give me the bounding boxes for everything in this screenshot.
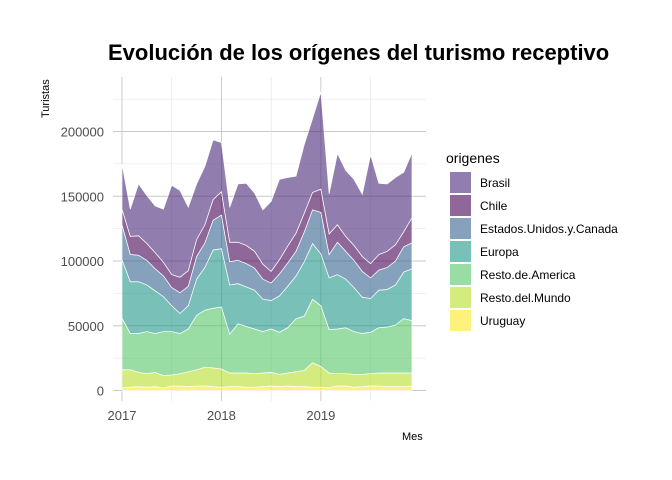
x-tick-label: 2017 [108,408,137,423]
legend-title: origenes [446,150,500,166]
x-tick-label: 2018 [207,408,236,423]
y-tick-label: 200000 [61,125,104,140]
x-tick-label: 2019 [306,408,335,423]
y-axis-ticks: 0 50000 100000 150000 200000 [61,125,104,399]
y-axis-label: Turistas [40,79,52,118]
chart-title: Evolución de los orígenes del turismo re… [108,40,609,65]
legend-item-label: Brasil [480,176,510,190]
legend-swatch [450,287,471,308]
legend-item-label: Chile [480,199,508,213]
legend-swatch [450,172,471,193]
y-tick-label: 100000 [61,254,104,269]
y-tick-label: 150000 [61,189,104,204]
legend-swatch [450,310,471,331]
legend-item-label: Uruguay [480,314,525,328]
area-layers [121,91,413,391]
legend-swatch [450,218,471,239]
y-tick-label: 50000 [68,319,104,334]
legend-item-label: Estados.Unidos.y.Canada [480,222,618,236]
x-axis-ticks: 2017 2018 2019 [108,408,336,423]
y-tick-label: 0 [97,384,104,399]
legend: origenes Brasil Chile Estados.Unidos.y.Can… [446,150,618,331]
legend-swatch [450,264,471,285]
area-brasil [121,91,413,278]
legend-swatch [450,195,471,216]
x-axis-label: Mes [402,431,423,443]
legend-item-label: Europa [480,245,519,259]
legend-item-label: Resto.del.Mundo [480,291,571,305]
legend-item-label: Resto.de.America [480,268,576,282]
legend-swatch [450,241,471,262]
